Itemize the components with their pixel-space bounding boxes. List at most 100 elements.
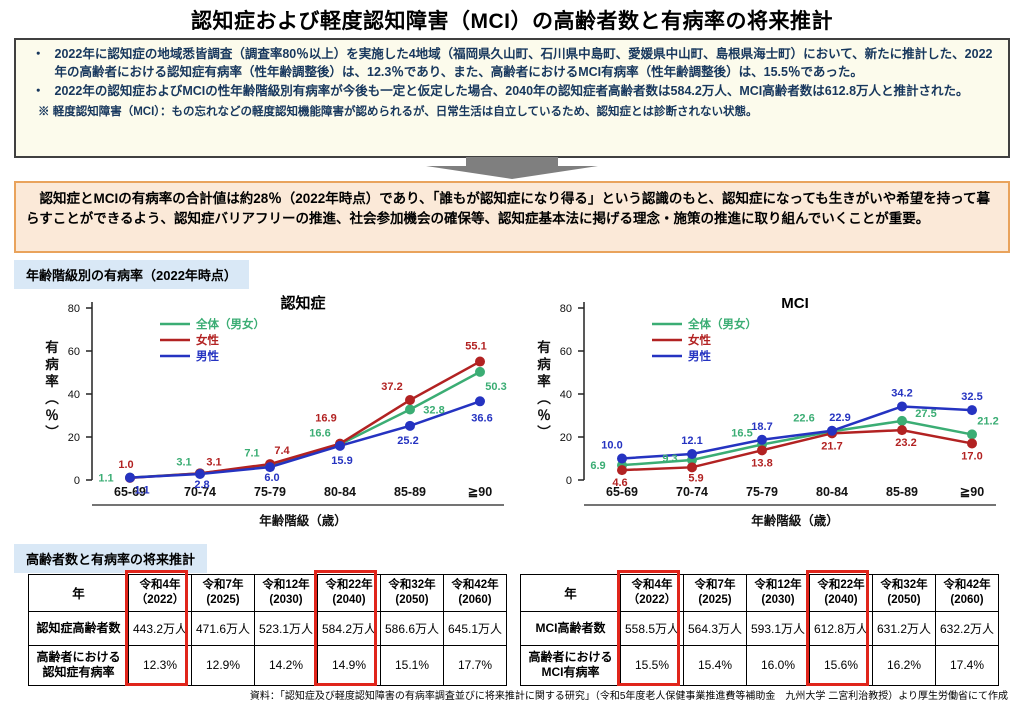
data-point-label: 34.2	[891, 387, 912, 399]
y-tick-label: 60	[560, 346, 572, 358]
table-column-header: 令和22年 (2040)	[809, 574, 873, 612]
data-point-label: 1.1	[98, 473, 113, 485]
data-point	[897, 425, 907, 436]
y-tick-label: 40	[560, 389, 572, 401]
y-tick-label: 80	[560, 303, 572, 315]
data-point	[967, 405, 977, 416]
y-axis-title-char: ％	[537, 408, 551, 423]
x-category-label: 75-79	[254, 485, 286, 499]
data-point	[617, 453, 627, 464]
data-line	[621, 428, 973, 472]
data-point-label: 25.2	[397, 435, 418, 447]
y-tick-label: 0	[74, 475, 80, 487]
table-cell: 12.9%	[191, 644, 255, 687]
table-row-label: MCI高齢者数	[520, 610, 621, 646]
x-axis-title: 年齢階級（歳）	[751, 513, 839, 528]
legend-label: 女性	[688, 333, 711, 347]
table-column-header: 令和22年 (2040)	[317, 574, 381, 612]
mci-projection-table: 年令和4年 （2022） 令和7年 (2025) 令和12年 (2030) 令和22年…	[520, 570, 999, 687]
table-column-header: 令和4年 （2022）	[620, 574, 684, 612]
x-category-label: 65-69	[114, 485, 146, 499]
data-point	[827, 425, 837, 436]
table-cell: 593.1万人	[746, 610, 810, 646]
table-row-label: 高齢者における 認知症有病率	[28, 644, 129, 687]
data-point	[265, 462, 275, 473]
data-point	[967, 429, 977, 440]
y-axis-title-char: ︶	[44, 424, 59, 440]
table-cell: 443.2万人	[128, 610, 192, 646]
data-point-label: 22.9	[829, 412, 850, 424]
x-category-label: ≧90	[960, 485, 984, 499]
y-axis-title-char: ％	[45, 408, 59, 423]
table-row-label: 高齢者における MCI有病率	[520, 644, 621, 687]
y-axis-title-char: ︵	[44, 391, 59, 406]
data-point-label: 16.6	[309, 427, 330, 439]
data-point	[757, 434, 767, 445]
data-point-label: 4.6	[612, 477, 627, 489]
data-point	[335, 440, 345, 451]
data-point	[475, 396, 485, 407]
table-column-header: 令和7年 (2025)	[191, 574, 255, 612]
table-column-header: 令和12年 (2030)	[746, 574, 810, 612]
table-cell: 17.4%	[935, 644, 999, 687]
down-arrow-icon	[0, 157, 1024, 180]
data-point	[967, 438, 977, 449]
data-point	[687, 448, 697, 459]
table-cell: 17.7%	[443, 644, 507, 687]
table-cell: 15.6%	[809, 644, 873, 687]
table-column-header: 令和32年 (2050)	[380, 574, 444, 612]
data-point	[195, 468, 205, 479]
dementia-line-chart: 0 20 40 60 80 認知症有病率 ︵ ％ ︶ 65-69 70-74 75-79 80-84 85…	[18, 288, 514, 540]
y-tick-label: 0	[566, 475, 572, 487]
projection-table-grid: 年令和4年 （2022） 令和7年 (2025) 令和12年 (2030) 令和22年…	[28, 574, 507, 687]
data-point-label: 15.9	[331, 455, 352, 467]
data-point-label: 21.7	[821, 440, 842, 452]
y-axis-title-char: 有	[45, 339, 59, 355]
data-point	[475, 356, 485, 367]
data-point-label: 6.9	[590, 460, 605, 472]
y-tick-label: 20	[560, 432, 572, 444]
x-category-label: ≧90	[468, 485, 492, 499]
table-column-header: 令和42年 (2060)	[935, 574, 999, 612]
table-cell: 632.2万人	[935, 610, 999, 646]
source-citation: 資料：「認知症及び軽度認知障害の有病率調査並びに将来推計に関する研究」（令和5年…	[249, 691, 1008, 702]
legend-label: 男性	[688, 349, 711, 363]
x-category-label: 85-89	[886, 485, 918, 499]
table-cell: 15.1%	[380, 644, 444, 687]
data-point	[475, 366, 485, 377]
y-axis-title-char: 病	[45, 356, 59, 372]
table-column-header: 令和32年 (2050)	[872, 574, 936, 612]
summary-box: ・ 2022年に認知症の地域悉皆調査（調査率80％以上）を実施した4地域（福岡県…	[14, 38, 1010, 158]
data-point-label: 27.5	[915, 408, 936, 420]
table-corner-header: 年	[28, 574, 129, 612]
legend-label: 全体（男女）	[195, 317, 265, 331]
table-cell: 586.6万人	[380, 610, 444, 646]
page-title: 認知症および軽度認知障害（MCI）の高齢者数と有病率の将来推計	[191, 10, 833, 33]
data-point-label: 9.3	[662, 453, 677, 465]
key-message-box: 認知症とMCIの有病率の合計値は約28％（2022年時点）であり、「誰もが認知症…	[14, 181, 1010, 253]
data-point-label: 32.5	[961, 391, 982, 403]
data-point-label: 21.2	[977, 415, 998, 427]
y-axis-title-char: 率	[45, 373, 59, 389]
data-point-label: 22.6	[793, 412, 814, 424]
legend-label: 男性	[196, 349, 219, 363]
data-point-label: 10.0	[601, 440, 622, 452]
data-point-label: 23.2	[895, 437, 916, 449]
data-point-label: 2.8	[194, 479, 209, 491]
legend-label: 全体（男女）	[687, 317, 757, 331]
summary-bullet-1: ・ 2022年に認知症の地域悉皆調査（調査率80％以上）を実施した4地域（福岡県…	[26, 46, 996, 82]
table-column-header: 令和4年 （2022）	[128, 574, 192, 612]
table-cell: 645.1万人	[443, 610, 507, 646]
data-line	[129, 400, 481, 479]
data-point-label: 6.0	[264, 472, 279, 484]
summary-bullet-list: ・ 2022年に認知症の地域悉皆調査（調査率80％以上）を実施した4地域（福岡県…	[26, 46, 996, 100]
data-point-label: 37.2	[381, 381, 402, 393]
legend-label: 女性	[196, 333, 219, 347]
table-row-label: 認知症高齢者数	[28, 610, 129, 646]
data-point-label: 1.1	[134, 485, 149, 497]
y-axis-title-char: 有	[537, 339, 551, 355]
x-category-label: 75-79	[746, 485, 778, 499]
y-tick-label: 80	[68, 303, 80, 315]
y-axis-title-char: ︶	[536, 424, 551, 440]
